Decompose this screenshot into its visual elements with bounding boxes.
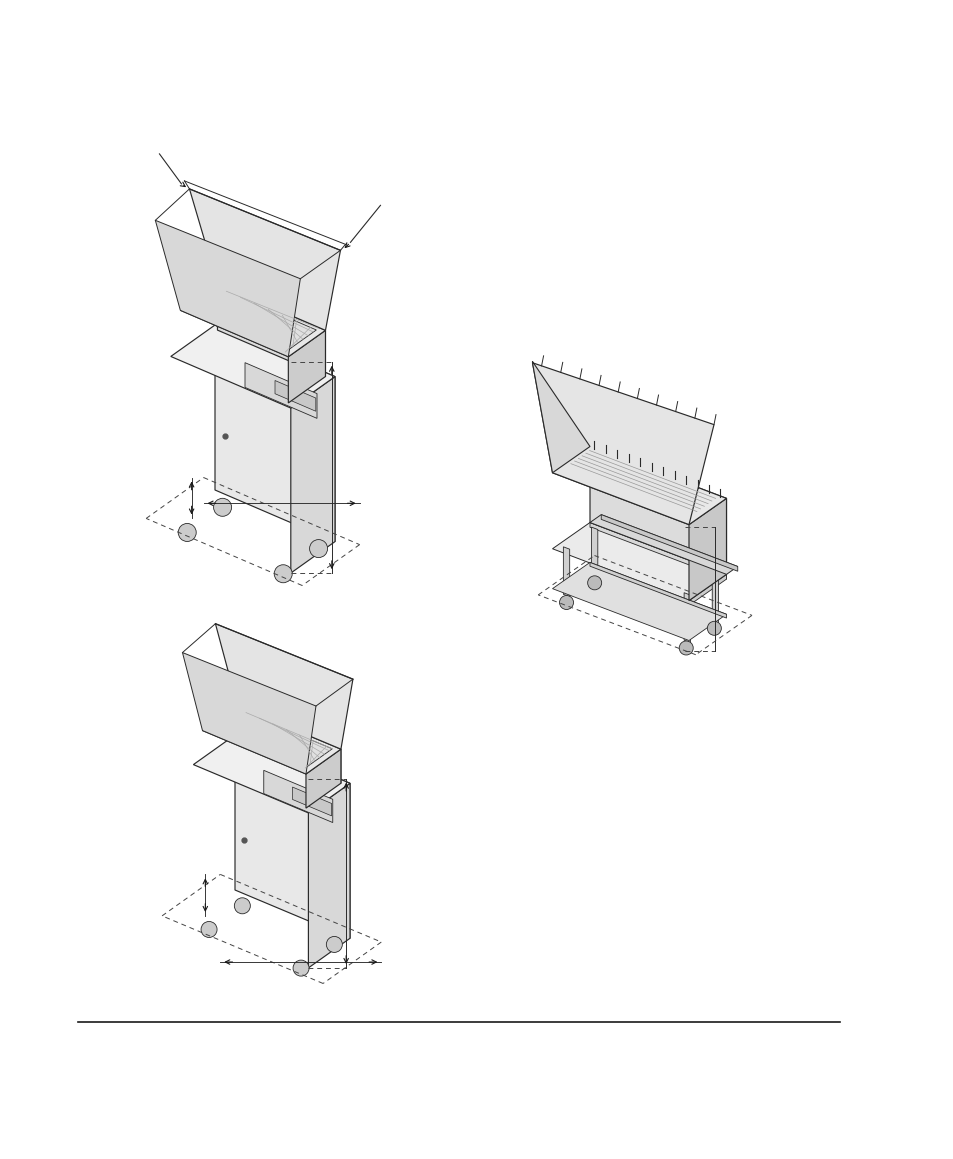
Polygon shape <box>563 547 569 597</box>
Polygon shape <box>683 592 690 642</box>
Polygon shape <box>308 783 350 968</box>
Circle shape <box>559 596 573 610</box>
Polygon shape <box>180 284 325 357</box>
Polygon shape <box>712 573 718 622</box>
Polygon shape <box>245 363 316 418</box>
Polygon shape <box>234 735 350 939</box>
Polygon shape <box>263 771 333 823</box>
Polygon shape <box>591 527 598 577</box>
Circle shape <box>201 921 217 938</box>
Polygon shape <box>589 446 726 575</box>
Polygon shape <box>589 562 726 618</box>
Polygon shape <box>171 325 335 408</box>
Polygon shape <box>190 289 316 352</box>
Ellipse shape <box>585 454 677 484</box>
Polygon shape <box>589 523 726 580</box>
Circle shape <box>213 498 232 516</box>
Polygon shape <box>211 710 332 770</box>
Circle shape <box>274 564 292 583</box>
Polygon shape <box>215 624 353 749</box>
Polygon shape <box>190 189 340 330</box>
Polygon shape <box>306 749 340 808</box>
Polygon shape <box>274 380 315 411</box>
Polygon shape <box>193 735 350 812</box>
Circle shape <box>310 540 327 557</box>
Circle shape <box>293 960 309 976</box>
Circle shape <box>326 936 342 953</box>
Polygon shape <box>688 498 726 600</box>
Polygon shape <box>532 362 589 473</box>
Polygon shape <box>552 446 726 525</box>
Polygon shape <box>182 653 315 774</box>
Polygon shape <box>600 515 737 571</box>
Polygon shape <box>293 787 332 816</box>
Circle shape <box>587 576 601 590</box>
Circle shape <box>679 641 693 655</box>
Polygon shape <box>214 325 335 541</box>
Polygon shape <box>532 363 713 525</box>
Circle shape <box>234 898 250 913</box>
Polygon shape <box>688 575 726 605</box>
Circle shape <box>706 621 720 635</box>
Polygon shape <box>291 377 335 573</box>
Polygon shape <box>217 284 325 377</box>
Polygon shape <box>155 220 300 357</box>
Polygon shape <box>288 330 325 403</box>
Polygon shape <box>237 706 340 783</box>
Polygon shape <box>552 523 726 600</box>
Polygon shape <box>589 515 737 575</box>
Circle shape <box>178 524 196 541</box>
Polygon shape <box>552 562 726 641</box>
Polygon shape <box>202 706 340 774</box>
